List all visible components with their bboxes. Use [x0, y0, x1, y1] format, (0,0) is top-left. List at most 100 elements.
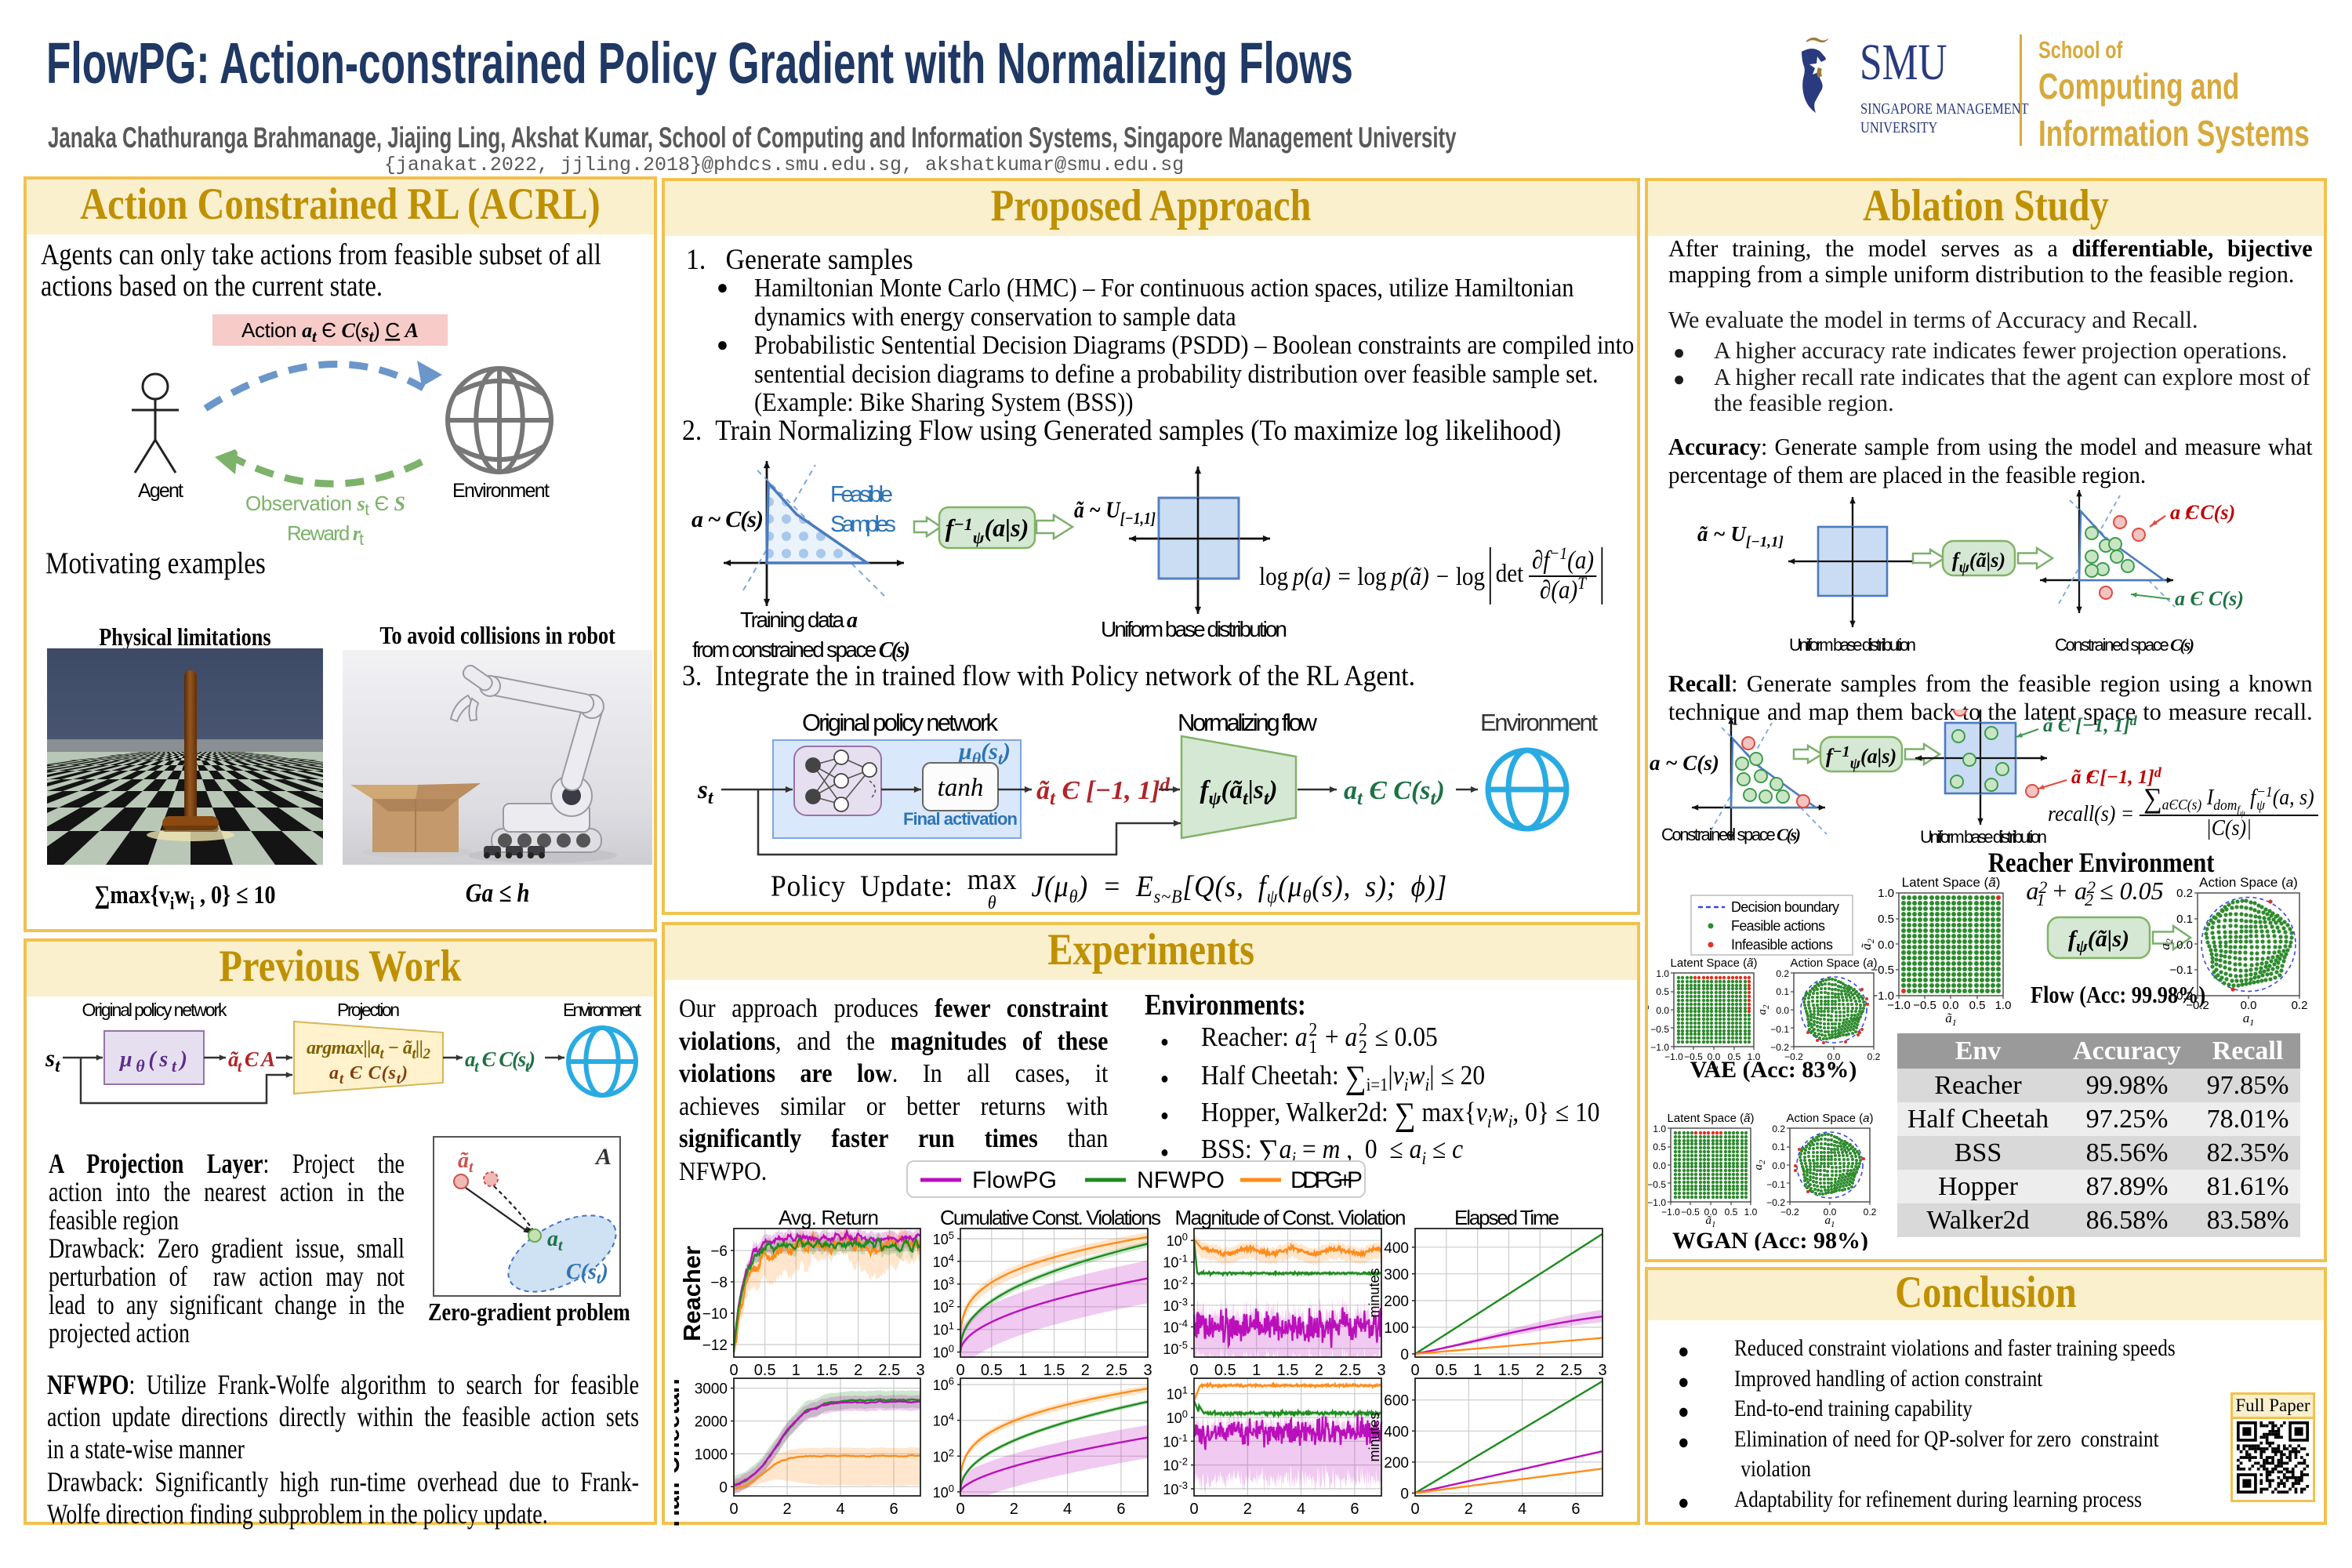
svg-text:0.5: 0.5	[1653, 1142, 1666, 1152]
svg-text:ã2: ã2	[1648, 1004, 1651, 1015]
svg-text:101: 101	[1167, 1385, 1188, 1403]
svg-text:Reward rt: Reward rt	[287, 521, 364, 549]
svg-text:−1.0: −1.0	[1664, 1051, 1683, 1062]
svg-text:DDPG+P: DDPG+P	[1290, 1167, 1363, 1193]
svg-text:0.2: 0.2	[1867, 1051, 1881, 1062]
svg-text:Constrained space C(s): Constrained space C(s)	[2055, 635, 2194, 655]
svg-text:2: 2	[854, 1362, 862, 1379]
svg-text:Constrained space C(s): Constrained space C(s)	[1661, 825, 1801, 844]
svg-text:6: 6	[1116, 1501, 1125, 1518]
svg-text:ã2: ã2	[1859, 938, 1876, 950]
svg-text:10-2: 10-2	[1163, 1274, 1188, 1292]
svg-text:−10: −10	[702, 1306, 728, 1323]
svg-text:C(st): C(st)	[566, 1260, 608, 1287]
svg-text:VAE (Acc: 83%): VAE (Acc: 83%)	[1690, 1057, 1857, 1083]
svg-text:Original policy network: Original policy network	[82, 1000, 228, 1020]
svg-text:Feasible: Feasible	[830, 482, 893, 507]
svg-text:Agent: Agent	[138, 480, 183, 502]
svg-text:100: 100	[1167, 1231, 1188, 1249]
svg-text:102: 102	[933, 1298, 954, 1316]
svg-text:0.2: 0.2	[1772, 1123, 1785, 1134]
svg-text:−0.1: −0.1	[1766, 1179, 1785, 1190]
svg-text:0.2: 0.2	[1776, 968, 1789, 979]
svg-text:−0.2: −0.2	[2169, 989, 2193, 1003]
svg-text:ã Є [−1, 1]d: ã Є [−1, 1]d	[2043, 713, 2138, 736]
svg-text:6: 6	[889, 1501, 898, 1518]
svg-text:Half Cheetah: Half Cheetah	[674, 1378, 684, 1526]
svg-text:1: 1	[1473, 1362, 1482, 1379]
svg-text:−0.2: −0.2	[1766, 1197, 1785, 1208]
svg-text:Normalizing flow: Normalizing flow	[1178, 709, 1318, 736]
svg-text:0.0: 0.0	[1656, 1005, 1669, 1016]
svg-text:10-2: 10-2	[1163, 1456, 1188, 1474]
svg-text:101: 101	[933, 1320, 954, 1338]
svg-text:0.5: 0.5	[1878, 913, 1894, 926]
svg-text:0: 0	[1400, 1486, 1409, 1502]
svg-text:0.0: 0.0	[2241, 999, 2257, 1012]
svg-text:a21 + a22 ≤ 0.05: a2 1 + a2 2 ≤ 0.05	[2026, 877, 2163, 909]
svg-text:2: 2	[1010, 1501, 1018, 1518]
svg-text:2.5: 2.5	[878, 1362, 900, 1379]
svg-text:4: 4	[1297, 1501, 1305, 1518]
svg-text:6: 6	[1350, 1501, 1359, 1518]
svg-text:0.5: 0.5	[1436, 1362, 1457, 1379]
svg-text:0.2: 0.2	[1864, 1207, 1877, 1218]
svg-text:0: 0	[1410, 1501, 1419, 1518]
svg-text:3: 3	[1598, 1362, 1606, 1379]
svg-text:0.0: 0.0	[1708, 1051, 1721, 1062]
svg-text:2.5: 2.5	[1560, 1362, 1582, 1379]
svg-text:0.5: 0.5	[981, 1362, 1003, 1379]
svg-text:1.5: 1.5	[1044, 1362, 1065, 1379]
svg-text:1.5: 1.5	[1498, 1362, 1520, 1379]
svg-text:1: 1	[792, 1362, 800, 1379]
svg-text:10-3: 10-3	[1163, 1296, 1188, 1314]
svg-text:1: 1	[1018, 1362, 1027, 1379]
svg-text:−0.2: −0.2	[1780, 1207, 1799, 1218]
svg-text:−1.0: −1.0	[1650, 1042, 1669, 1053]
svg-text:FlowPG: FlowPG	[972, 1167, 1057, 1193]
svg-text:−1.0: −1.0	[1887, 999, 1911, 1012]
svg-text:0.5: 0.5	[1728, 1051, 1741, 1062]
svg-text:2: 2	[1465, 1501, 1473, 1518]
svg-text:Cumulative Const. Violations: Cumulative Const. Violations	[940, 1206, 1161, 1229]
svg-text:Uniform base distribution: Uniform base distribution	[1101, 617, 1287, 641]
svg-text:1.5: 1.5	[816, 1362, 838, 1379]
svg-text:Original policy network: Original policy network	[802, 709, 999, 736]
svg-text:−0.5: −0.5	[1681, 1207, 1700, 1218]
svg-text:WGAN (Acc: 98%): WGAN (Acc: 98%)	[1672, 1228, 1868, 1250]
svg-text:0.5: 0.5	[1725, 1207, 1738, 1218]
svg-text:Environment: Environment	[1480, 709, 1598, 736]
svg-text:102: 102	[933, 1446, 954, 1465]
svg-text:0: 0	[729, 1501, 738, 1518]
svg-text:3: 3	[916, 1362, 924, 1379]
svg-text:−1.0: −1.0	[1648, 1197, 1666, 1208]
svg-text:2.5: 2.5	[1339, 1362, 1361, 1379]
svg-text:10-1: 10-1	[1163, 1432, 1188, 1450]
svg-text:3000: 3000	[695, 1381, 728, 1398]
svg-text:Latent Space (ã): Latent Space (ã)	[1668, 1112, 1755, 1125]
svg-text:0.0: 0.0	[1653, 1160, 1666, 1171]
svg-text:ã ~ U[−1,1]: ã ~ U[−1,1]	[1697, 522, 1784, 550]
svg-text:0.1: 0.1	[1772, 1142, 1785, 1152]
svg-text:at Є C(st): at Є C(st)	[1344, 776, 1445, 809]
svg-text:Observation st Є S: Observation st Є S	[245, 492, 405, 519]
svg-text:Action Space (a): Action Space (a)	[1791, 956, 1878, 970]
svg-text:4: 4	[1063, 1501, 1072, 1518]
svg-text:2: 2	[1243, 1501, 1252, 1518]
svg-text:1.0: 1.0	[1748, 1051, 1761, 1062]
svg-text:0: 0	[956, 1501, 964, 1518]
svg-text:a2: a2	[1756, 1004, 1771, 1015]
svg-text:−0.2: −0.2	[2186, 999, 2209, 1012]
svg-text:10-3: 10-3	[1163, 1479, 1188, 1497]
svg-text:100: 100	[1167, 1408, 1188, 1426]
svg-text:Latent Space (ã): Latent Space (ã)	[1902, 875, 2001, 890]
svg-text:−8: −8	[710, 1275, 728, 1291]
svg-text:1.0: 1.0	[1878, 887, 1894, 900]
svg-text:a ~ C(s): a ~ C(s)	[1650, 751, 1719, 775]
svg-text:Final activation: Final activation	[903, 809, 1018, 829]
svg-text:minutes: minutes	[1367, 1268, 1382, 1317]
svg-text:A: A	[594, 1144, 612, 1170]
svg-text:1.0: 1.0	[1995, 999, 2012, 1012]
svg-text:0.0: 0.0	[2176, 938, 2193, 952]
svg-text:−0.1: −0.1	[2169, 964, 2193, 977]
